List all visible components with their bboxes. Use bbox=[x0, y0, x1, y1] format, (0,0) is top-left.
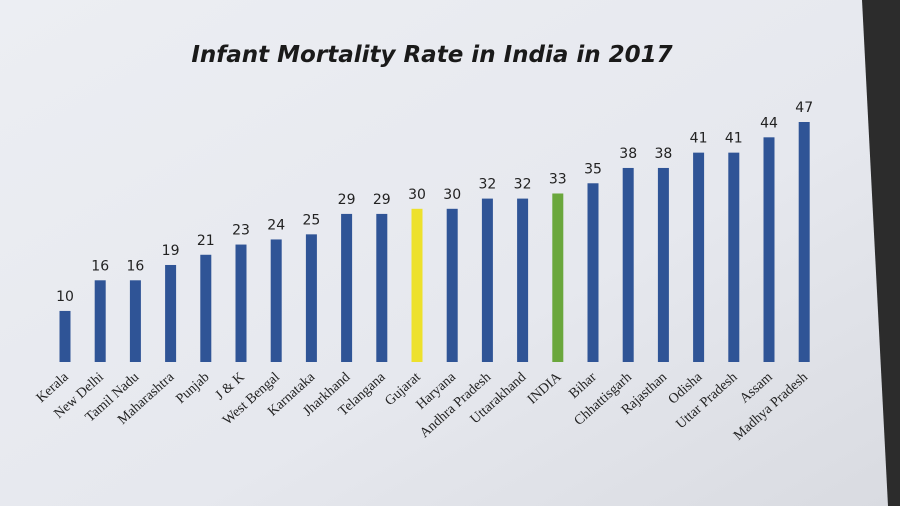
value-label: 41 bbox=[725, 131, 743, 147]
value-label: 35 bbox=[584, 161, 602, 177]
value-label: 38 bbox=[654, 146, 672, 162]
bar bbox=[305, 234, 317, 362]
bar bbox=[446, 208, 458, 362]
bar bbox=[798, 122, 810, 362]
value-label: 44 bbox=[760, 115, 778, 131]
bar bbox=[411, 208, 423, 362]
bar bbox=[693, 152, 705, 362]
value-label: 33 bbox=[549, 171, 567, 187]
value-label: 32 bbox=[514, 177, 532, 193]
value-label: 21 bbox=[197, 233, 215, 249]
bar bbox=[376, 213, 388, 362]
value-label: 32 bbox=[478, 177, 496, 193]
bar bbox=[552, 193, 564, 362]
bar bbox=[235, 244, 247, 362]
value-label: 23 bbox=[232, 223, 250, 239]
bar bbox=[94, 280, 106, 362]
value-label: 47 bbox=[795, 100, 813, 116]
bar bbox=[587, 183, 599, 362]
value-label: 19 bbox=[162, 243, 180, 259]
value-label: 30 bbox=[408, 187, 426, 203]
bar bbox=[622, 167, 634, 362]
bar bbox=[657, 167, 669, 362]
value-label: 41 bbox=[690, 131, 708, 147]
bar bbox=[341, 213, 353, 362]
value-label: 16 bbox=[91, 258, 109, 274]
value-label: 16 bbox=[126, 258, 144, 274]
value-label: 25 bbox=[302, 212, 320, 228]
bar bbox=[165, 264, 177, 362]
value-label: 29 bbox=[338, 192, 356, 208]
value-label: 38 bbox=[619, 146, 637, 162]
bar bbox=[59, 310, 71, 362]
chart-title: Infant Mortality Rate in India in 2017 bbox=[191, 42, 672, 68]
bar bbox=[517, 198, 529, 362]
value-label: 24 bbox=[267, 217, 285, 233]
bar bbox=[129, 280, 141, 362]
bar bbox=[763, 137, 775, 362]
bar bbox=[270, 239, 282, 362]
value-label: 29 bbox=[373, 192, 391, 208]
bar bbox=[481, 198, 493, 362]
value-label: 10 bbox=[56, 289, 74, 305]
value-label: 30 bbox=[443, 187, 461, 203]
bar bbox=[728, 152, 740, 362]
bar bbox=[200, 254, 212, 362]
